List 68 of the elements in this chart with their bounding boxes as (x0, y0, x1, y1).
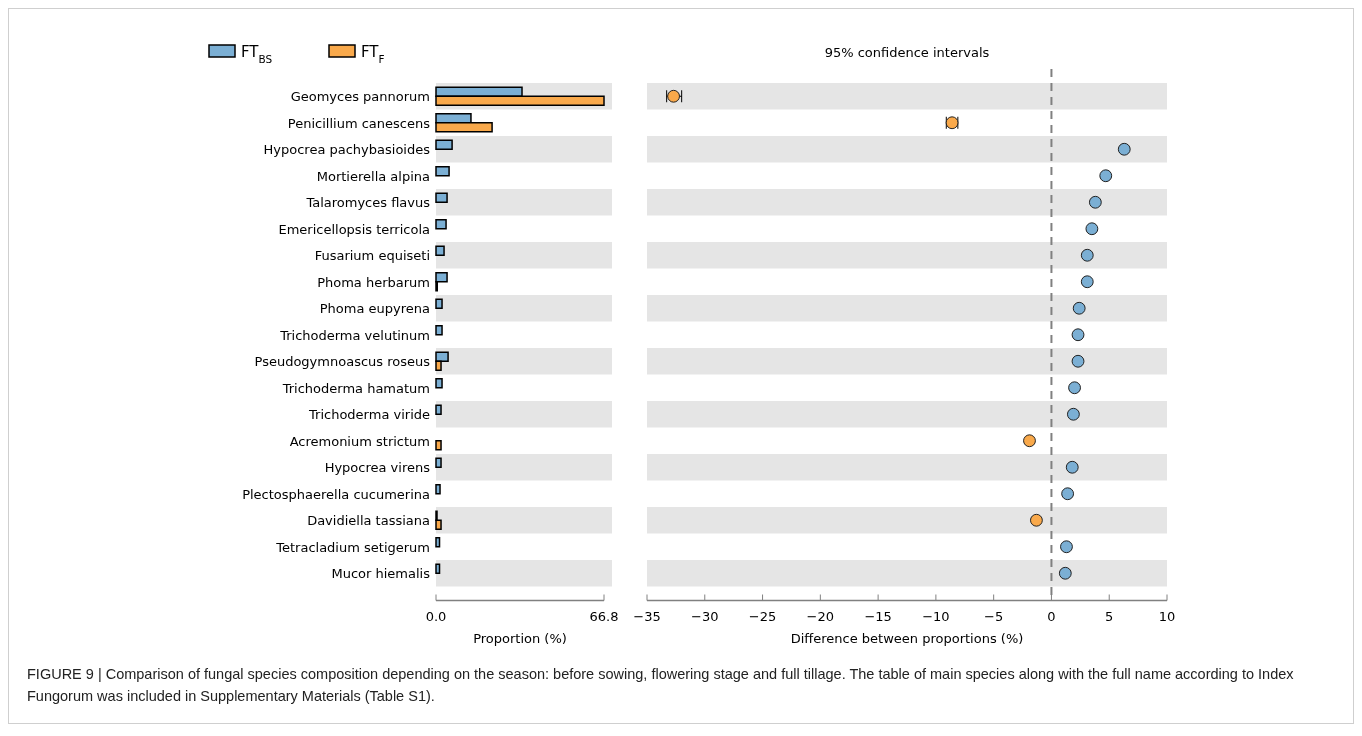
point (1066, 407, 1080, 421)
x-axis-title: Difference between proportions (%) (790, 630, 1024, 646)
y-tick-label: Mucor hiemalis (331, 566, 431, 582)
bar (435, 404, 442, 415)
y-tick-label: Hypocrea virens (324, 460, 431, 476)
chart-title: 95% confidence intervals (824, 45, 990, 60)
y-tick-label: Talaromyces flavus (305, 195, 431, 211)
point (1023, 434, 1036, 448)
bar (435, 166, 450, 177)
x-axis-title: Proportion (%) (473, 630, 567, 646)
bar (435, 219, 447, 230)
y-tick-label: Acremonium strictum (289, 433, 430, 449)
point (1060, 540, 1073, 554)
y-tick-label: Mortierella alpina (316, 168, 430, 184)
y-tick-label: Trichoderma velutinum (279, 327, 430, 343)
x-tick-label: −20 (806, 608, 835, 624)
x-tick-label: −10 (922, 608, 950, 624)
x-tick-label: −15 (864, 608, 892, 624)
point (1080, 275, 1094, 289)
y-tick-label: Penicillium canescens (287, 115, 431, 131)
x-tick-label: 10 (1158, 608, 1176, 624)
y-tick-label: Phoma herbarum (317, 274, 430, 290)
y-tick-label: Emericellopsis terricola (278, 221, 430, 237)
y-tick-label: Davidiella tassiana (307, 513, 430, 529)
x-tick-label: 66.8 (589, 608, 619, 624)
bar (435, 440, 442, 451)
x-tick-label: 0.0 (425, 608, 447, 624)
point (1071, 354, 1085, 368)
bar (435, 457, 442, 468)
point (1088, 195, 1102, 209)
point (1061, 487, 1075, 501)
point (1071, 328, 1085, 342)
y-tick-label: Geomyces pannorum (290, 89, 430, 105)
point (1030, 513, 1043, 527)
point (1065, 460, 1079, 474)
bar (435, 298, 443, 309)
y-tick-label: Plectosphaerella cucumerina (242, 486, 430, 502)
x-tick-label: −30 (691, 608, 719, 624)
x-tick-label: −25 (748, 608, 777, 624)
x-tick-label: 0 (1047, 608, 1056, 624)
legend-label: FT$_{BS}$ (241, 43, 273, 65)
bar (435, 563, 441, 574)
caption: FIGURE 9 | Comparison of fungal species composition depending on the season: before sowing, flowering stage and full tillage. The table of main species along with the full name according to Index Fungorum was included in Supplementary Materials (Table S1). (26, 665, 1295, 706)
bar (435, 139, 453, 150)
y-tick-label: Hypocrea pachybasioides (263, 142, 431, 158)
y-tick-label: Fusarium equiseti (314, 248, 430, 264)
point (1080, 248, 1094, 262)
y-tick-label: Phoma eupyrena (319, 301, 430, 317)
bar (435, 325, 443, 336)
y-tick-label: Trichoderma viride (308, 407, 430, 423)
point (1117, 142, 1131, 156)
bar (435, 537, 441, 548)
bar (435, 484, 441, 495)
point (1072, 301, 1086, 315)
bar (435, 192, 448, 203)
point (1085, 222, 1099, 236)
y-tick-label: Pseudogymnoascus roseus (254, 354, 431, 370)
x-tick-label: −35 (633, 608, 661, 624)
bar (435, 245, 445, 256)
x-tick-label: 5 (1105, 608, 1114, 624)
y-tick-label: Tetracladium setigerum (275, 539, 430, 555)
point (1068, 381, 1081, 395)
bar (435, 378, 443, 389)
x-tick-label: −5 (984, 608, 1004, 624)
point (1058, 566, 1072, 580)
legend-label: FT$_{F}$ (361, 43, 385, 65)
point (1099, 169, 1113, 183)
y-tick-label: Trichoderma hamatum (281, 380, 430, 396)
